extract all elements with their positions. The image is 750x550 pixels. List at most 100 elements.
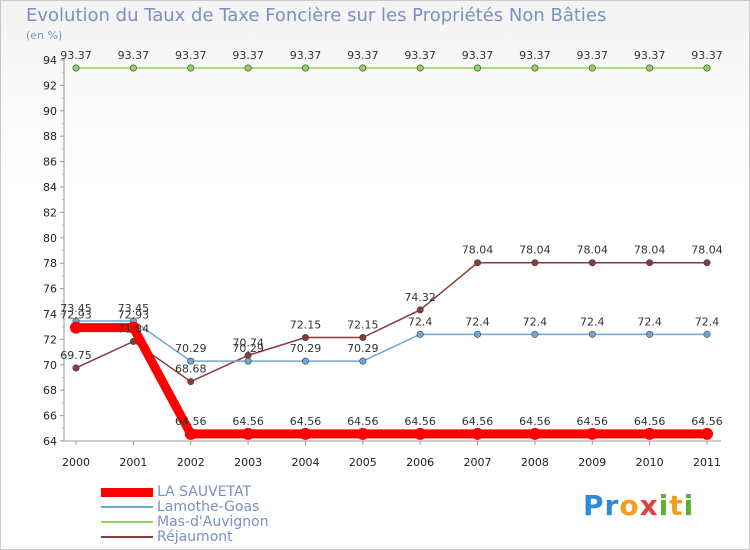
legend-label: Mas-d'Auvignon [157,514,269,530]
y-tick-label: 76 [43,283,57,296]
data-label: 72.4 [637,315,662,328]
legend-label: LA SAUVETAT [157,484,252,500]
y-tick-label: 86 [43,156,57,169]
data-label: 64.56 [519,415,551,428]
proxiti-logo: Proxiti [583,489,695,522]
x-tick-label: 2005 [349,456,377,469]
data-label: 93.37 [462,49,494,62]
legend-label: Lamothe-Goas [157,499,260,515]
data-point [416,330,424,338]
x-tick-label: 2003 [234,456,262,469]
y-tick-label: 92 [43,79,57,92]
y-tick-label: 70 [43,359,57,372]
data-label: 93.37 [404,49,436,62]
data-label: 70.29 [175,342,207,355]
data-label: 64.56 [290,415,322,428]
data-point [646,64,654,72]
legend-swatch [101,521,153,523]
x-tick-label: 2002 [177,456,205,469]
data-point [187,378,195,386]
data-point [72,64,80,72]
data-label: 93.37 [175,49,207,62]
y-tick-label: 82 [43,206,57,219]
data-label: 72.4 [523,315,548,328]
data-label: 78.04 [691,244,723,257]
data-point [701,427,713,440]
data-label: 68.68 [175,363,207,376]
data-labels-layer: 93.37 93.37 93.37 93.37 93.37 93.37 93.37 93.37… [60,49,723,428]
data-point [416,306,424,314]
data-point [299,427,312,440]
data-label: 93.37 [118,49,150,62]
data-point [127,321,140,334]
data-point [588,330,596,338]
series-layer [70,64,713,440]
data-point [474,330,482,338]
data-point [646,330,654,338]
legend-label: Réjaumont [157,529,233,545]
data-label: 78.04 [519,244,551,257]
data-point [301,64,309,72]
chart-title: Evolution du Taux de Taxe Foncière sur l… [26,5,607,26]
legend-swatch [101,506,153,508]
data-label: 73.45 [60,302,92,315]
data-label: 72.15 [347,318,379,331]
data-label: 69.75 [60,349,92,362]
data-label: 64.56 [634,415,666,428]
data-label: 93.37 [691,49,723,62]
data-label: 64.56 [577,415,609,428]
data-label: 70.29 [290,342,322,355]
data-label: 74.32 [404,291,436,304]
data-point [588,64,596,72]
y-tick-label: 84 [43,181,57,194]
data-label: 72.93 [118,309,150,322]
data-label: 78.04 [462,244,494,257]
data-point [703,259,711,267]
data-point [301,333,309,341]
data-point [184,427,197,440]
data-label: 64.56 [347,415,379,428]
data-point [244,64,252,72]
data-point [471,427,484,440]
data-label: 72.93 [60,309,92,322]
data-point [359,64,367,72]
data-point [70,321,82,334]
data-point [414,427,427,440]
y-tick-label: 68 [43,384,57,397]
data-point [301,357,309,365]
y-tick-label: 80 [43,232,57,245]
axes: 64 66 68 70 72 74 76 78 80 82 84 86 88 90 92 94 2000 2001… [43,54,721,469]
x-tick-label: 2004 [291,456,319,469]
data-label: 72.4 [465,315,490,328]
data-point [129,64,137,72]
data-point [359,333,367,341]
y-tick-label: 88 [43,130,57,143]
legend-swatch [101,536,153,538]
data-point [244,357,252,365]
data-label: 93.37 [347,49,379,62]
data-point [474,259,482,267]
data-label: 64.56 [232,415,264,428]
data-label: 70.29 [232,342,264,355]
data-label: 78.04 [634,244,666,257]
data-label: 72.4 [408,315,433,328]
data-label: 93.37 [290,49,322,62]
data-label: 73.45 [118,302,150,315]
data-point [187,357,195,365]
y-tick-label: 78 [43,257,57,270]
data-label: 70.29 [347,342,379,355]
data-label: 71.84 [118,322,150,335]
data-label: 93.37 [519,49,551,62]
y-tick-label: 66 [43,410,57,423]
legend-swatch [101,487,153,497]
data-point [703,330,711,338]
data-point [531,259,539,267]
data-label: 64.56 [404,415,436,428]
x-tick-label: 2001 [119,456,147,469]
data-label: 72.4 [580,315,605,328]
data-label: 64.56 [462,415,494,428]
series-line [76,320,707,362]
series-line [76,323,707,439]
y-tick-label: 90 [43,105,57,118]
